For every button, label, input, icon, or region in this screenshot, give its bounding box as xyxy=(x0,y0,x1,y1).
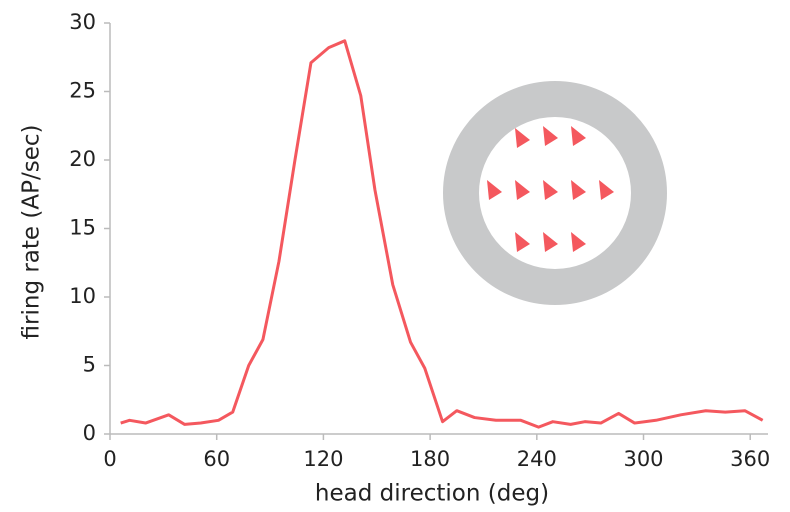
x-tick-label: 120 xyxy=(303,447,343,471)
x-tick-label: 60 xyxy=(203,447,230,471)
inset-arena xyxy=(461,99,649,287)
y-tick-label: 30 xyxy=(69,10,96,34)
y-tick-label: 25 xyxy=(69,79,96,103)
x-tick-label: 240 xyxy=(517,447,557,471)
y-tick-label: 20 xyxy=(69,147,96,171)
chart: head direction (deg) firing rate (AP/sec… xyxy=(0,0,790,512)
x-axis-label: head direction (deg) xyxy=(315,481,549,507)
x-tick-label: 300 xyxy=(623,447,663,471)
y-axis-label: firing rate (AP/sec) xyxy=(19,125,45,340)
y-tick-label: 0 xyxy=(83,421,96,445)
x-tick-label: 180 xyxy=(410,447,450,471)
data-line xyxy=(121,41,763,427)
y-tick-label: 10 xyxy=(69,284,96,308)
y-tick-label: 15 xyxy=(69,216,96,240)
arena-markers xyxy=(487,126,614,252)
y-tick-label: 5 xyxy=(83,353,96,377)
x-tick-label: 0 xyxy=(103,447,116,471)
x-tick-label: 360 xyxy=(730,447,770,471)
